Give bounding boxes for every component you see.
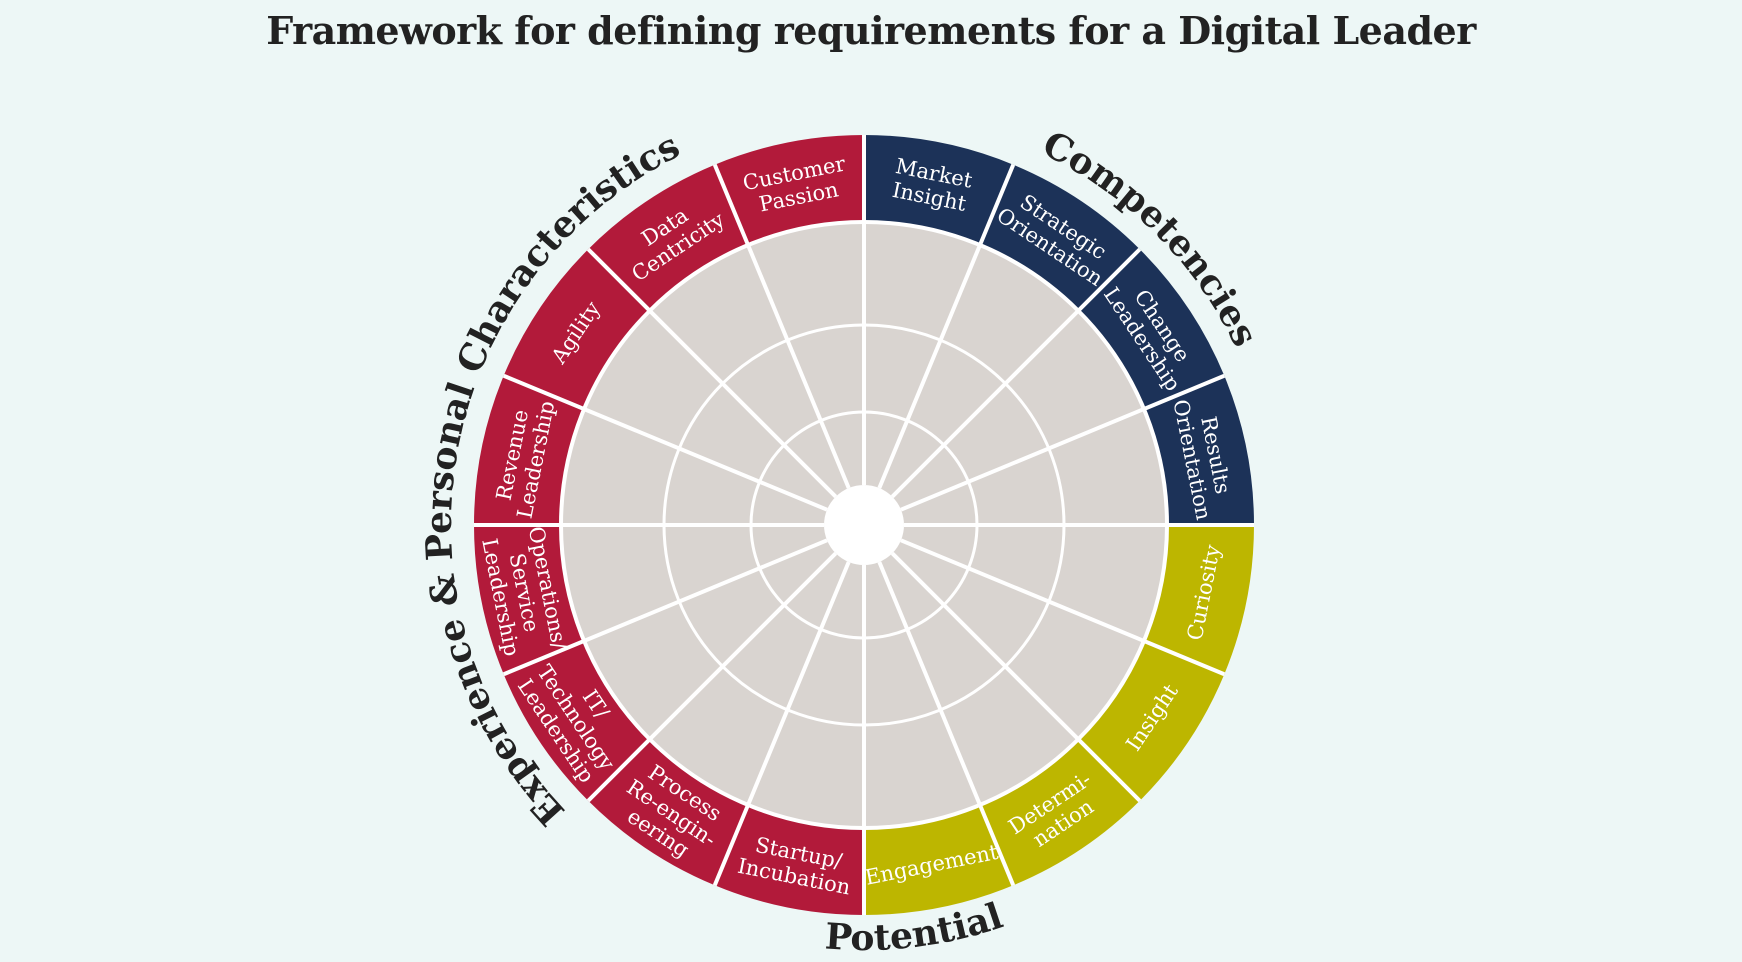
ring-segment-potential: [979, 739, 1140, 886]
ring-segment-potential: [1143, 525, 1254, 675]
spoke-line: [712, 163, 851, 489]
ring-segment-competencies: [864, 135, 1014, 246]
spoke-line: [877, 163, 1016, 489]
spoke-line: [502, 373, 828, 512]
spoke-line: [890, 551, 1142, 803]
ring-segment-experience: [474, 375, 585, 525]
outer-ring: [474, 135, 1254, 915]
grid-lines: [474, 135, 1254, 915]
page-title: Framework for defining requirements for …: [266, 8, 1476, 53]
spoke-line: [586, 551, 838, 803]
ring-segment-potential: [1078, 640, 1225, 801]
spoke-line: [586, 247, 838, 499]
spoke-line: [890, 247, 1142, 499]
spoke-line: [900, 373, 1226, 512]
ring-segment-experience: [474, 525, 585, 675]
ring-segment-experience: [503, 640, 650, 801]
ring-segment-experience: [714, 804, 864, 915]
spoke-line: [877, 561, 1016, 887]
ring-segment-experience: [503, 249, 650, 410]
ring-segment-potential: [864, 804, 1014, 915]
ring-segment-experience: [714, 135, 864, 246]
ring-segment-experience: [588, 164, 749, 311]
ring-segment-competencies: [1078, 249, 1225, 410]
spoke-line: [900, 538, 1226, 677]
ring-segment-competencies: [979, 164, 1140, 311]
spoke-line: [502, 538, 828, 677]
ring-segment-competencies: [1143, 375, 1254, 525]
spoke-line: [712, 561, 851, 887]
ring-segment-experience: [588, 739, 749, 886]
center-hub: [824, 485, 904, 565]
